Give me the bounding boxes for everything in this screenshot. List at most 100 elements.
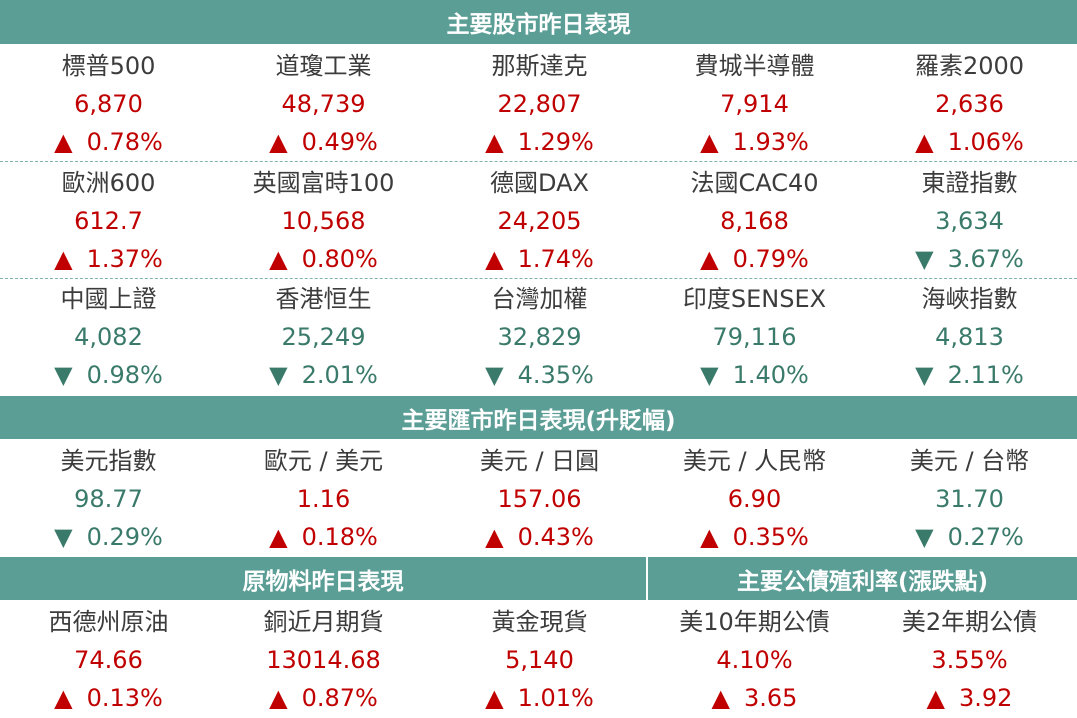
item-change: ▲ 0.18% [216,522,431,552]
item-name: 美2年期公債 [901,608,1038,636]
up-triangle-icon: ▲ [711,684,731,712]
item-name: 法國CAC40 [690,169,819,197]
change-value: 0.78% [86,128,163,156]
item-name: 台灣加權 [491,285,588,313]
item-name: 道瓊工業 [275,52,372,80]
change-value: 2.11% [947,361,1024,389]
commodities-header: 原物料昨日表現 [0,557,646,600]
item-value: 157.06 [497,485,582,513]
item-change: ▲ 1.74% [432,244,647,274]
item-value: 74.66 [74,646,143,674]
change-value: 0.27% [947,523,1024,551]
stocks-item: 中國上證 4,082 ▼ 0.98% [1,284,216,390]
stocks-item: 標普500 6,870 ▲ 0.78% [1,51,216,157]
item-name: 香港恒生 [275,285,372,313]
change-value: 1.74% [517,245,594,273]
down-triangle-icon: ▼ [700,361,719,389]
up-triangle-icon: ▲ [54,684,73,712]
stocks-item: 海峽指數 4,813 ▼ 2.11% [862,284,1077,390]
item-name: 海峽指數 [921,285,1018,313]
item-change: ▲ 3.65 [647,683,862,713]
change-value: 1.01% [517,684,594,712]
item-value: 1.16 [296,485,351,513]
up-triangle-icon: ▲ [54,245,73,273]
down-triangle-icon: ▼ [485,361,504,389]
item-name: 美元 / 人民幣 [682,447,827,475]
item-change: ▲ 1.29% [432,127,647,157]
up-triangle-icon: ▲ [485,684,504,712]
change-value: 0.80% [301,245,378,273]
up-triangle-icon: ▲ [485,245,504,273]
item-value: 6.90 [727,485,782,513]
stocks-item: 費城半導體 7,914 ▲ 1.93% [647,51,862,157]
change-value: 0.43% [517,523,594,551]
up-triangle-icon: ▲ [269,523,288,551]
item-value: 4,082 [74,323,143,351]
item-change: ▲ 1.93% [647,127,862,157]
change-value: 0.35% [732,523,809,551]
item-change: ▲ 0.79% [647,244,862,274]
item-value: 612.7 [74,207,143,235]
bonds-item: 美2年期公債 3.55% ▲ 3.92 [862,607,1077,713]
up-triangle-icon: ▲ [54,128,73,156]
up-triangle-icon: ▲ [700,128,719,156]
item-change: ▲ 1.01% [432,683,647,713]
item-name: 英國富時100 [252,169,395,197]
item-name: 德國DAX [490,169,589,197]
item-value: 6,870 [74,90,143,118]
stocks-item: 德國DAX 24,205 ▲ 1.74% [432,168,647,274]
item-change: ▲ 1.37% [1,244,216,274]
item-name: 那斯達克 [491,52,588,80]
item-name: 黃金現貨 [491,608,588,636]
down-triangle-icon: ▼ [915,523,934,551]
stocks-item: 道瓊工業 48,739 ▲ 0.49% [216,51,431,157]
down-triangle-icon: ▼ [54,361,73,389]
fx-header: 主要匯市昨日表現(升貶幅) [0,396,1077,439]
item-change: ▲ 0.13% [1,683,216,713]
up-triangle-icon: ▲ [269,128,288,156]
item-name: 羅素2000 [914,52,1025,80]
change-value: 1.06% [947,128,1024,156]
change-value: 3.92 [959,684,1013,712]
down-triangle-icon: ▼ [915,245,934,273]
fx-item: 美元 / 台幣 31.70 ▼ 0.27% [862,446,1077,552]
change-value: 0.49% [301,128,378,156]
item-name: 歐洲600 [61,169,156,197]
up-triangle-icon: ▲ [485,523,504,551]
change-value: 0.29% [86,523,163,551]
down-triangle-icon: ▼ [54,523,73,551]
item-change: ▼ 0.27% [862,522,1077,552]
fx-header-title: 主要匯市昨日表現(升貶幅) [401,407,676,434]
stocks-row-divider [0,161,1077,162]
item-name: 印度SENSEX [682,285,827,313]
fx-item: 美元指數 98.77 ▼ 0.29% [1,446,216,552]
item-change: ▼ 0.98% [1,360,216,390]
item-change: ▲ 0.43% [432,522,647,552]
commodities-item: 銅近月期貨 13014.68 ▲ 0.87% [216,607,431,713]
stocks-item: 羅素2000 2,636 ▲ 1.06% [862,51,1077,157]
up-triangle-icon: ▲ [915,128,934,156]
fx-item: 美元 / 日圓 157.06 ▲ 0.43% [432,446,647,552]
item-change: ▲ 0.35% [647,522,862,552]
stocks-row-divider [0,278,1077,279]
stocks-item: 香港恒生 25,249 ▼ 2.01% [216,284,431,390]
change-value: 0.18% [301,523,378,551]
item-name: 美元 / 台幣 [909,447,1030,475]
item-name: 美10年期公債 [679,608,830,636]
item-value: 4.10% [716,646,793,674]
fx-item: 歐元 / 美元 1.16 ▲ 0.18% [216,446,431,552]
bonds-header: 主要公債殖利率(漲跌點) [648,557,1077,600]
commodities-header-title: 原物料昨日表現 [242,568,404,595]
change-value: 1.29% [517,128,594,156]
item-change: ▼ 4.35% [432,360,647,390]
change-value: 3.67% [947,245,1024,273]
item-change: ▲ 0.87% [216,683,431,713]
up-triangle-icon: ▲ [485,128,504,156]
item-value: 3,634 [935,207,1004,235]
stocks-item: 那斯達克 22,807 ▲ 1.29% [432,51,647,157]
item-name: 東證指數 [921,169,1018,197]
item-change: ▲ 0.80% [216,244,431,274]
item-change: ▲ 0.49% [216,127,431,157]
item-value: 7,914 [720,90,789,118]
item-change: ▼ 1.40% [647,360,862,390]
